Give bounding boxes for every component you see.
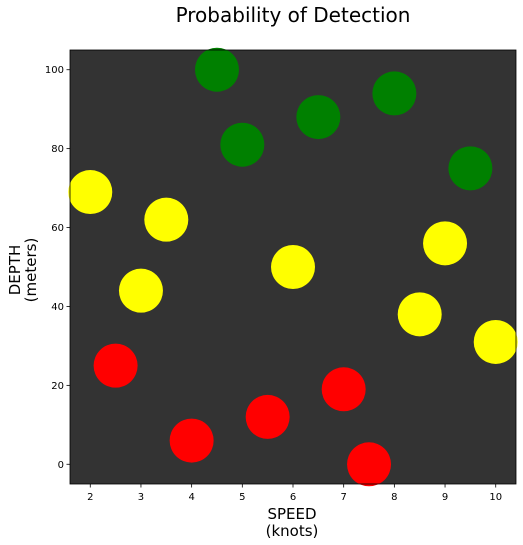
data-point xyxy=(372,71,417,116)
data-point xyxy=(68,170,113,215)
x-tick-label: 10 xyxy=(489,492,502,503)
data-point xyxy=(118,268,163,313)
data-point xyxy=(169,418,214,463)
data-point xyxy=(245,394,290,439)
y-tick-label: 100 xyxy=(45,65,64,76)
data-point xyxy=(448,146,493,191)
x-tick-label: 4 xyxy=(188,492,194,503)
x-axis-unit-label: (knots) xyxy=(266,522,319,540)
x-tick-label: 3 xyxy=(138,492,144,503)
y-tick-label: 40 xyxy=(51,302,64,313)
data-point xyxy=(321,367,366,412)
data-point xyxy=(93,343,138,388)
x-tick-label: 6 xyxy=(290,492,296,503)
data-point xyxy=(220,122,265,167)
plot-frame xyxy=(69,49,517,485)
x-axis-ticks: 2 3 4 5 6 7 8 9 10 xyxy=(87,484,502,503)
x-tick-label: 9 xyxy=(442,492,448,503)
data-point xyxy=(271,245,315,289)
y-tick-label: 60 xyxy=(51,223,64,234)
x-tick-label: 5 xyxy=(239,492,245,503)
y-axis-unit-label: (meters) xyxy=(22,238,40,303)
data-point xyxy=(144,197,189,242)
y-tick-label: 20 xyxy=(51,381,64,392)
data-point xyxy=(473,319,518,364)
data-point xyxy=(347,442,392,487)
data-point xyxy=(423,221,468,266)
points-layer xyxy=(68,47,518,487)
x-tick-label: 7 xyxy=(340,492,346,503)
y-tick-label: 80 xyxy=(51,144,64,155)
x-axis-label: SPEED xyxy=(267,505,316,523)
data-point xyxy=(296,95,341,140)
x-tick-label: 2 xyxy=(87,492,93,503)
y-axis-ticks: 0 20 40 60 80 100 xyxy=(45,65,70,471)
data-point xyxy=(397,292,442,337)
x-tick-label: 8 xyxy=(391,492,397,503)
y-tick-label: 0 xyxy=(58,460,64,471)
y-axis-label: DEPTH xyxy=(6,245,24,296)
data-point xyxy=(194,47,239,92)
chart-title: Probability of Detection xyxy=(176,3,411,27)
